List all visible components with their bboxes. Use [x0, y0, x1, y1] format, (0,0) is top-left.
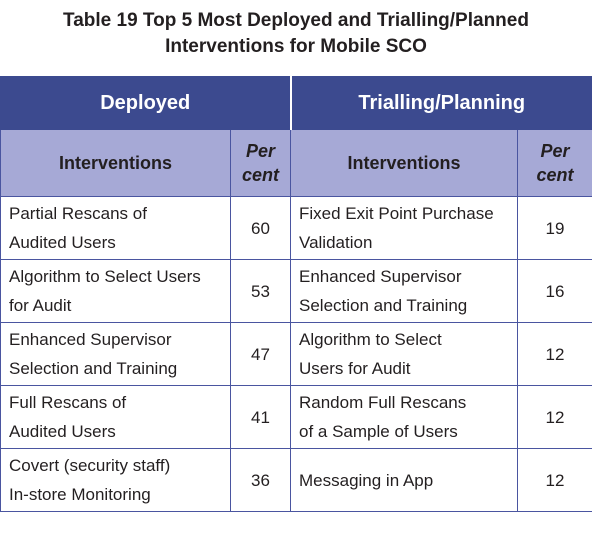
intervention-cell: Algorithm to Select Users for Audit — [290, 322, 518, 386]
intervention-line: of a Sample of Users — [299, 422, 458, 441]
intervention-line: Fixed Exit Point Purchase — [299, 204, 494, 223]
percent-cell: 12 — [517, 448, 592, 512]
group-row: Deployed Trialling/Planning — [0, 76, 592, 130]
intervention-cell: Algorithm to Select Users for Audit — [0, 259, 231, 323]
table-row: Full Rescans of Audited Users 41 Random Ful… — [0, 385, 592, 449]
intervention-cell: Covert (security staff) In-store Monitori… — [0, 448, 231, 512]
percent-cell: 60 — [230, 196, 291, 260]
intervention-cell: Random Full Rescans of a Sample of Users — [290, 385, 518, 449]
percent-cell: 12 — [517, 385, 592, 449]
intervention-cell: Fixed Exit Point Purchase Validation — [290, 196, 518, 260]
table-row: Algorithm to Select Users for Audit 53 Enha… — [0, 259, 592, 323]
intervention-line: Validation — [299, 233, 373, 252]
percent-cell: 53 — [230, 259, 291, 323]
group-header: Deployed — [0, 76, 291, 130]
column-header-line: Interventions — [347, 152, 461, 173]
percent-cell: 47 — [230, 322, 291, 386]
percent-cell: 41 — [230, 385, 291, 449]
percent-cell: 36 — [230, 448, 291, 512]
table-row: Covert (security staff) In-store Monitori… — [0, 448, 592, 512]
intervention-line: Audited Users — [9, 422, 116, 441]
intervention-line: Audited Users — [9, 233, 116, 252]
column-header-line: cent — [536, 165, 574, 185]
intervention-line: Messaging in App — [299, 470, 434, 490]
intervention-line: Users for Audit — [299, 359, 411, 378]
column-row: Interventions Per cent Interventions Per cent — [0, 129, 592, 197]
table-row: Partial Rescans of Audited Users 60 Fixed E… — [0, 196, 592, 260]
column-header-line: Per — [245, 141, 276, 161]
intervention-line: Random Full Rescans — [299, 393, 467, 412]
column-header: Interventions — [0, 129, 231, 197]
intervention-line: Full Rescans of — [9, 393, 127, 412]
title-line: Interventions for Mobile SCO — [165, 36, 427, 57]
intervention-cell: Messaging in App — [290, 448, 518, 512]
intervention-line: Algorithm to Select Users — [9, 267, 201, 286]
column-header-line: Interventions — [58, 152, 173, 173]
percent-cell: 19 — [517, 196, 592, 260]
intervention-line: Covert (security staff) — [9, 456, 171, 475]
group-header: Trialling/Planning — [289, 76, 592, 130]
column-header: Interventions — [290, 129, 518, 197]
intervention-line: for Audit — [9, 296, 72, 315]
table-title: Table 19 Top 5 Most Deployed and Trialli… — [0, 8, 592, 60]
table-row: Enhanced Supervisor Selection and Trainin… — [0, 322, 592, 386]
percent-cell: 12 — [517, 322, 592, 386]
intervention-cell: Enhanced Supervisor Selection and Trainin… — [290, 259, 518, 323]
intervention-cell: Enhanced Supervisor Selection and Trainin… — [0, 322, 231, 386]
column-header-line: cent — [241, 165, 279, 185]
intervention-cell: Partial Rescans of Audited Users — [0, 196, 231, 260]
intervention-line: Enhanced Supervisor — [9, 330, 172, 349]
intervention-line: Partial Rescans of — [9, 204, 147, 223]
column-header: Per cent — [230, 129, 291, 197]
intervention-cell: Full Rescans of Audited Users — [0, 385, 231, 449]
intervention-line: In-store Monitoring — [9, 485, 151, 504]
intervention-line: Enhanced Supervisor — [299, 267, 462, 286]
intervention-line: Selection and Training — [9, 359, 178, 378]
table: Deployed Trialling/Planning Interventions P… — [0, 76, 592, 512]
intervention-line: Selection and Training — [299, 296, 468, 315]
column-header-line: Per — [540, 141, 570, 161]
intervention-line: Algorithm to Select — [299, 330, 442, 349]
percent-cell: 16 — [517, 259, 592, 323]
column-header: Per cent — [517, 129, 592, 197]
title-line: Table 19 Top 5 Most Deployed and Trialli… — [63, 10, 529, 31]
